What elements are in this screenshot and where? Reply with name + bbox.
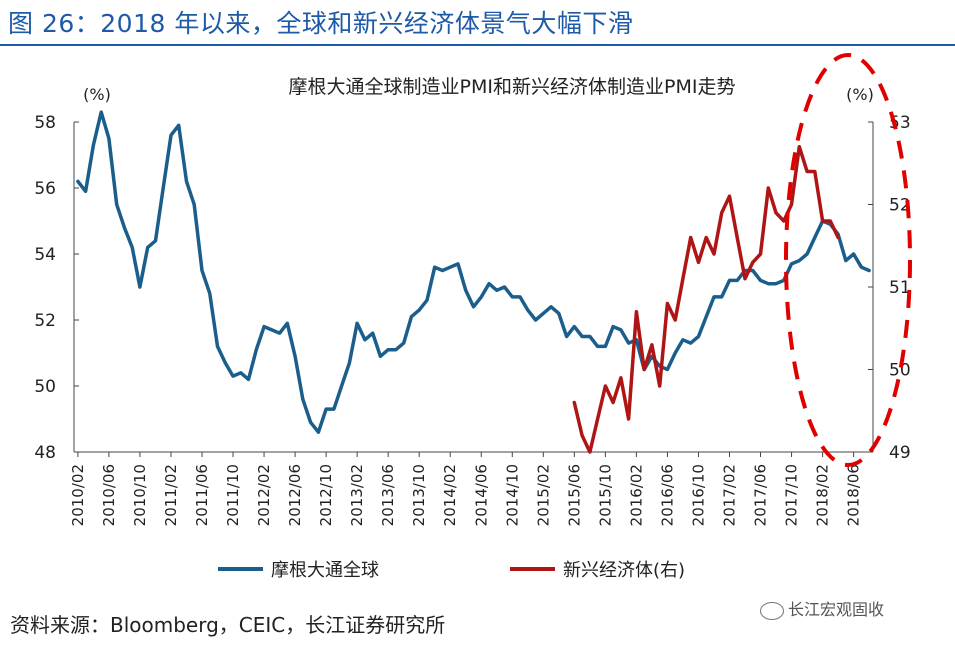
x-axis-tick-label: 2017/06	[752, 464, 770, 526]
right-axis-tick-label: 49	[889, 443, 911, 463]
left-axis-tick-label: 54	[34, 245, 56, 265]
left-axis-unit: (%)	[83, 85, 111, 104]
x-axis-tick-label: 2012/02	[255, 464, 273, 526]
series-line-global	[76, 110, 871, 434]
pmi-line-chart: 摩根大通全球制造业PMI和新兴经济体制造业PMI走势 (%) (%) 48 50 5…	[34, 53, 912, 581]
x-axis-tick-label: 2013/10	[410, 464, 428, 526]
highlight-ellipse	[784, 53, 912, 467]
x-axis-tick-label: 2012/06	[286, 464, 304, 526]
x-axis-tick-label: 2010/02	[69, 464, 87, 526]
left-axis-tick-label: 58	[34, 113, 56, 133]
x-axis-tick-label: 2013/06	[379, 464, 397, 526]
watermark: 长江宏观固收	[760, 596, 884, 620]
x-axis-tick-label: 2014/06	[472, 464, 490, 526]
watermark-text: 长江宏观固收	[788, 600, 885, 619]
x-axis-tick-label: 2015/02	[534, 464, 552, 526]
legend-label: 摩根大通全球	[271, 560, 379, 581]
left-axis-tick-label: 50	[34, 377, 56, 397]
x-axis-tick-label: 2014/10	[503, 464, 521, 526]
right-axis-tick-label: 51	[889, 278, 911, 298]
x-axis-tick-label: 2016/10	[689, 464, 707, 526]
chart-series	[76, 110, 871, 454]
left-axis-tick-label: 48	[34, 443, 56, 463]
x-axis-tick-label: 2016/06	[658, 464, 676, 526]
x-axis-tick-label: 2015/06	[565, 464, 583, 526]
right-axis-tick-label: 50	[889, 361, 911, 381]
x-axis-tick-label: 2011/06	[193, 464, 211, 526]
x-axis-tick-label: 2015/10	[596, 464, 614, 526]
x-axis-tick-label: 2017/10	[783, 464, 801, 526]
left-axis-tick-label: 52	[34, 311, 56, 331]
x-axis-tick-label: 2014/02	[441, 464, 459, 526]
x-axis-tick-label: 2013/02	[348, 464, 366, 526]
left-axis-tick-label: 56	[34, 179, 56, 199]
series-line-em	[572, 144, 840, 454]
right-axis-tick-label: 52	[889, 196, 911, 216]
x-axis-tick-label: 2010/06	[100, 464, 118, 526]
title-divider	[0, 44, 955, 46]
figure-title: 图 26：2018 年以来，全球和新兴经济体景气大幅下滑	[8, 9, 634, 38]
chart-legend: 摩根大通全球 新兴经济体(右)	[218, 560, 685, 581]
x-axis-tick-label: 2012/10	[317, 464, 335, 526]
source-note: 资料来源：Bloomberg，CEIC，长江证券研究所	[10, 613, 446, 637]
x-axis-tick-label: 2011/02	[162, 464, 180, 526]
chart-title: 摩根大通全球制造业PMI和新兴经济体制造业PMI走势	[289, 76, 736, 98]
x-axis-tick-label: 2011/10	[224, 464, 242, 526]
x-axis-tick-label: 2017/02	[720, 464, 738, 526]
right-axis-unit: (%)	[846, 85, 874, 104]
legend-label: 新兴经济体(右)	[563, 560, 685, 581]
wechat-icon	[760, 601, 784, 620]
x-axis-tick-label: 2016/02	[627, 464, 645, 526]
x-axis-tick-label: 2018/02	[814, 464, 832, 526]
x-axis-tick-label: 2010/10	[131, 464, 149, 526]
x-axis-tick-label: 2018/06	[845, 464, 863, 526]
